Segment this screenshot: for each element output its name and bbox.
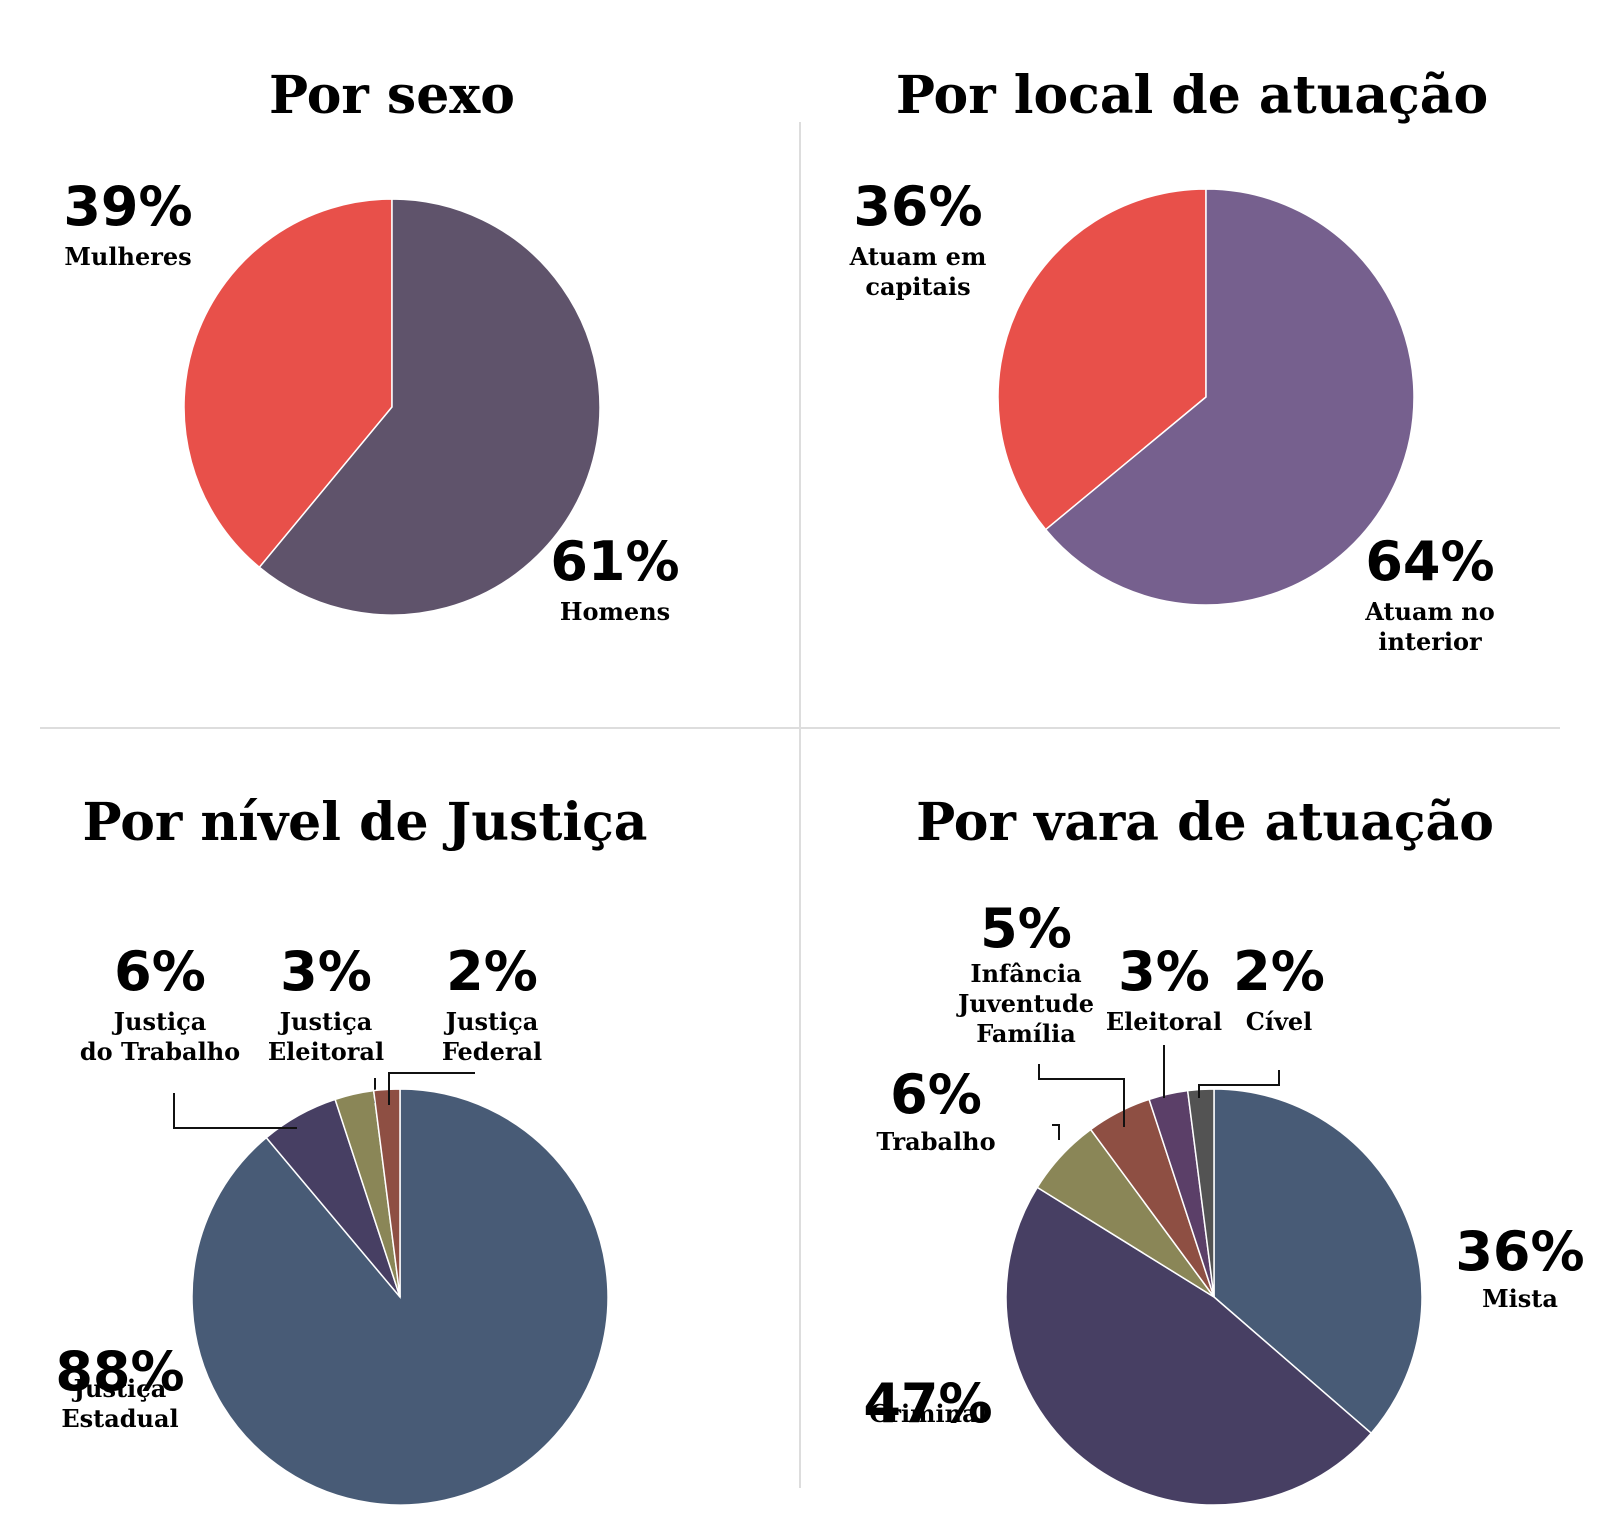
leader-line	[1038, 1064, 1125, 1127]
slice-percentage: 88%	[55, 1340, 184, 1403]
slice-percentage: 5%	[980, 897, 1072, 960]
slice-percentage: 64%	[1365, 530, 1494, 593]
slice-percentage: 3%	[1118, 940, 1210, 1003]
slice-percentage: 6%	[114, 940, 206, 1003]
slice-percentage: 2%	[446, 940, 538, 1003]
slice-label: Eleitoral	[1106, 1007, 1222, 1036]
slice-label: Atuam em capitais	[849, 242, 987, 301]
pie-slice	[191, 1088, 609, 1506]
leader-line	[1052, 1124, 1060, 1140]
slice-percentage: 3%	[280, 940, 372, 1003]
pie-slice	[1044, 188, 1415, 606]
leader-line	[173, 1093, 297, 1129]
chart-title: Por vara de atuação	[916, 792, 1494, 853]
slice-label: Mista	[1482, 1284, 1558, 1313]
leader-line	[1198, 1070, 1280, 1098]
pie-slice	[258, 198, 601, 616]
slice-label: Justiça Estadual	[61, 1374, 178, 1433]
pie-slice	[997, 188, 1207, 531]
pie-chart-1: Por sexo 39% Mulheres 61% Homens	[63, 65, 679, 626]
slice-percentage: 36%	[1455, 1220, 1584, 1283]
pie-chart-3: Por nível de Justiça 88%Justiça Estadual 6%…	[55, 792, 648, 1506]
chart-title: Por local de atuação	[896, 65, 1488, 126]
slice-label: Cível	[1246, 1007, 1313, 1036]
slice-percentage: 2%	[1233, 940, 1325, 1003]
pie-chart-4: Por vara de atuação 36%Mista 47%Criminal 6%…	[863, 792, 1585, 1506]
slice-label: Justiça Federal	[442, 1007, 542, 1066]
slice-label: Homens	[560, 597, 670, 626]
slice-percentage: 39%	[63, 175, 192, 238]
slice-label: Mulheres	[64, 242, 191, 271]
chart-title: Por sexo	[269, 65, 515, 126]
pie-slice	[1213, 1088, 1423, 1435]
chart-title: Por nível de Justiça	[83, 792, 648, 853]
slice-label: Trabalho	[876, 1127, 995, 1156]
slice-percentage: 36%	[853, 175, 982, 238]
leader-line	[388, 1072, 475, 1105]
pie-chart-2: Por local de atuação 36%Atuam em capitais 6…	[849, 65, 1495, 656]
slice-label: Criminal	[869, 1399, 987, 1428]
pie-slice	[372, 1088, 401, 1298]
slice-percentage: 47%	[863, 1372, 992, 1435]
slice-label: Justiça Eleitoral	[268, 1007, 384, 1066]
pie-slice	[1186, 1088, 1215, 1298]
slice-label: Justiça do Trabalho	[80, 1007, 240, 1066]
pie-slice	[1005, 1186, 1373, 1506]
slice-label: Atuam no interior	[1364, 597, 1495, 656]
pie-slice	[183, 198, 393, 569]
slice-percentage: 6%	[890, 1063, 982, 1126]
slice-percentage: 61%	[550, 530, 679, 593]
slice-label: Infância Juventude Família	[956, 959, 1094, 1048]
